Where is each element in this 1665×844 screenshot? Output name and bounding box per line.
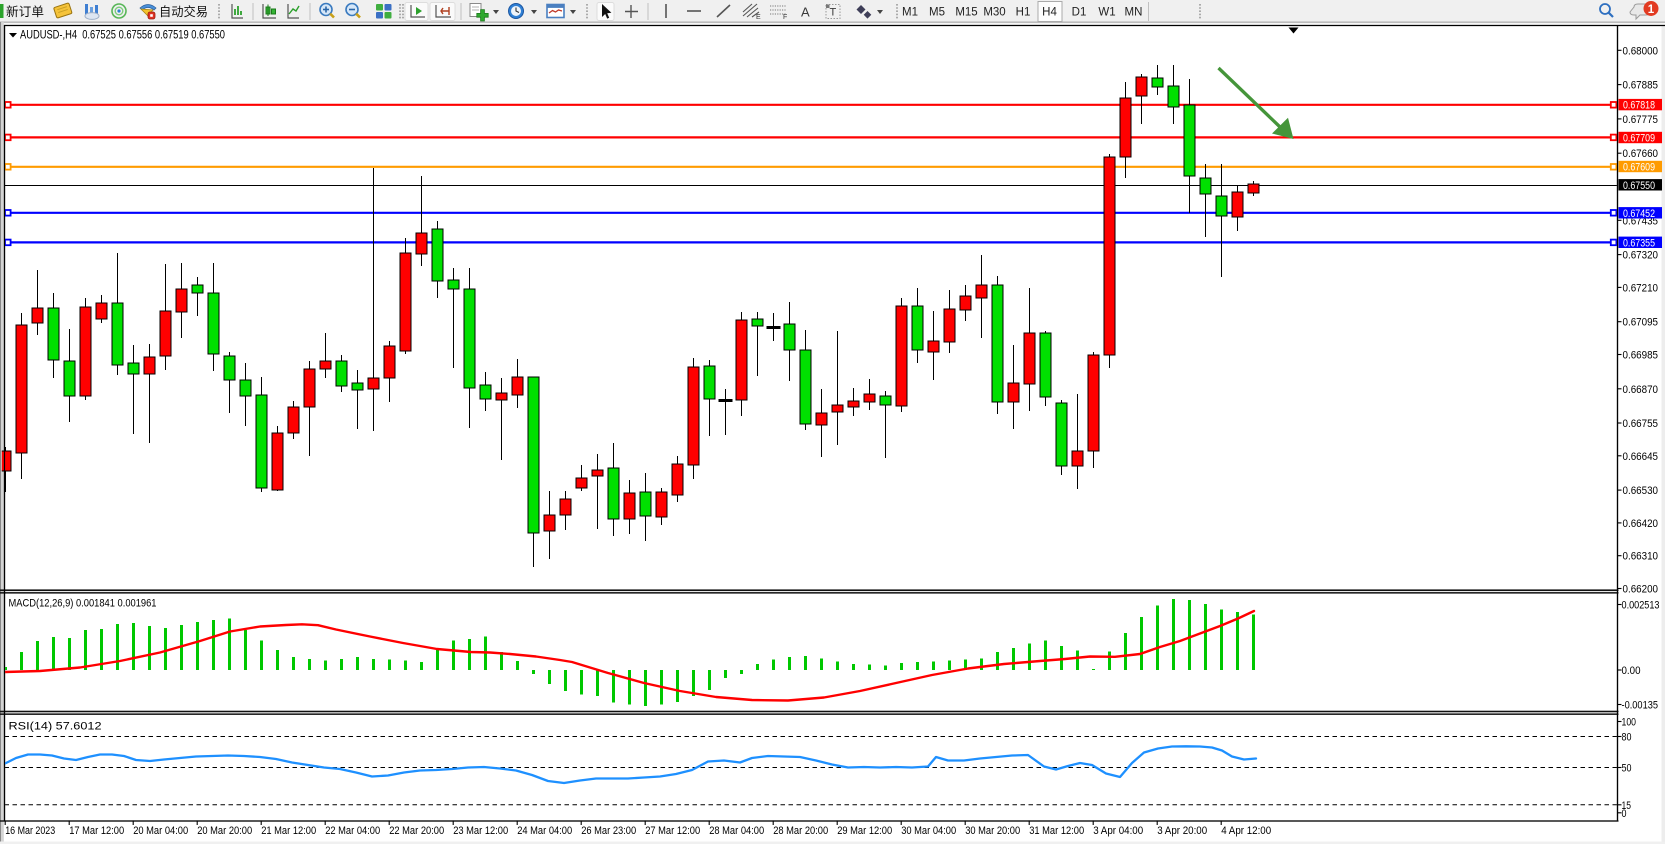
svg-text:0.002513: 0.002513: [1622, 600, 1660, 612]
svg-text:28 Mar 20:00: 28 Mar 20:00: [773, 825, 828, 837]
svg-text:27 Mar 12:00: 27 Mar 12:00: [645, 825, 700, 837]
svg-text:100: 100: [1622, 717, 1637, 729]
svg-text:80: 80: [1622, 732, 1632, 744]
svg-text:0.67609: 0.67609: [1623, 162, 1655, 174]
svg-text:50: 50: [1622, 763, 1632, 775]
svg-text:30 Mar 04:00: 30 Mar 04:00: [901, 825, 956, 837]
svg-text:15: 15: [1622, 800, 1632, 812]
svg-text:16 Mar 2023: 16 Mar 2023: [5, 825, 55, 837]
svg-text:0.66530: 0.66530: [1623, 485, 1659, 497]
svg-text:21 Mar 12:00: 21 Mar 12:00: [261, 825, 316, 837]
svg-text:M15: M15: [955, 7, 977, 19]
svg-text:A: A: [801, 5, 810, 20]
svg-text:17 Mar 12:00: 17 Mar 12:00: [69, 825, 124, 837]
svg-text:4 Apr 12:00: 4 Apr 12:00: [1221, 825, 1271, 837]
svg-text:0.68000: 0.68000: [1623, 45, 1659, 57]
svg-text:0.66420: 0.66420: [1623, 518, 1659, 530]
svg-text:0.67775: 0.67775: [1623, 114, 1659, 126]
svg-text:AUDUSD-,H4 0.67525 0.67556 0.: AUDUSD-,H4 0.67525 0.67556 0.67519 0.675…: [20, 30, 225, 42]
svg-text:H4: H4: [1042, 7, 1057, 19]
svg-text:20 Mar 20:00: 20 Mar 20:00: [197, 825, 252, 837]
svg-text:3 Apr 20:00: 3 Apr 20:00: [1157, 825, 1207, 837]
svg-text:F: F: [783, 14, 787, 21]
svg-text:W1: W1: [1098, 7, 1115, 19]
svg-text:3 Apr 04:00: 3 Apr 04:00: [1093, 825, 1143, 837]
svg-text:31 Mar 12:00: 31 Mar 12:00: [1029, 825, 1084, 837]
svg-text:22 Mar 20:00: 22 Mar 20:00: [389, 825, 444, 837]
svg-text:0.66870: 0.66870: [1623, 384, 1659, 396]
svg-text:T: T: [830, 7, 837, 19]
svg-text:新订单: 新订单: [6, 4, 44, 19]
svg-text:29 Mar 12:00: 29 Mar 12:00: [837, 825, 892, 837]
svg-text:MACD(12,26,9) 0.001841 0.00196: MACD(12,26,9) 0.001841 0.001961: [9, 598, 157, 610]
svg-text:24 Mar 04:00: 24 Mar 04:00: [517, 825, 572, 837]
svg-text:0.66645: 0.66645: [1623, 451, 1659, 463]
svg-text:MN: MN: [1125, 7, 1143, 19]
svg-text:0.67320: 0.67320: [1623, 250, 1659, 262]
svg-text:RSI(14) 57.6012: RSI(14) 57.6012: [9, 721, 102, 733]
svg-text:0.67660: 0.67660: [1623, 148, 1659, 160]
svg-text:0.66755: 0.66755: [1623, 418, 1659, 430]
svg-text:自动交易: 自动交易: [159, 4, 208, 19]
svg-text:0.67095: 0.67095: [1623, 317, 1659, 329]
svg-text:0.67818: 0.67818: [1623, 100, 1655, 112]
svg-text:0.00: 0.00: [1622, 665, 1641, 677]
svg-text:0.67210: 0.67210: [1623, 282, 1659, 294]
svg-text:0.67550: 0.67550: [1623, 180, 1655, 192]
svg-text:-0.00135: -0.00135: [1622, 700, 1659, 712]
svg-text:23 Mar 12:00: 23 Mar 12:00: [453, 825, 508, 837]
svg-text:D1: D1: [1072, 7, 1087, 19]
svg-text:20 Mar 04:00: 20 Mar 04:00: [133, 825, 188, 837]
svg-text:26 Mar 23:00: 26 Mar 23:00: [581, 825, 636, 837]
svg-text:0.66985: 0.66985: [1623, 350, 1659, 362]
svg-text:M30: M30: [983, 7, 1005, 19]
svg-text:0.66310: 0.66310: [1623, 551, 1659, 563]
svg-text:M5: M5: [929, 7, 945, 19]
svg-text:1: 1: [1648, 4, 1655, 16]
svg-text:H1: H1: [1016, 7, 1031, 19]
svg-text:0.67885: 0.67885: [1623, 80, 1659, 92]
svg-text:22 Mar 04:00: 22 Mar 04:00: [325, 825, 380, 837]
svg-text:M1: M1: [902, 7, 918, 19]
svg-text:0: 0: [1622, 808, 1627, 820]
svg-text:E: E: [756, 14, 761, 21]
svg-text:0.67355: 0.67355: [1623, 237, 1655, 249]
svg-text:0.67452: 0.67452: [1623, 208, 1655, 220]
svg-text:28 Mar 04:00: 28 Mar 04:00: [709, 825, 764, 837]
svg-text:30 Mar 20:00: 30 Mar 20:00: [965, 825, 1020, 837]
svg-text:0.67709: 0.67709: [1623, 133, 1655, 145]
svg-text:0.66200: 0.66200: [1623, 584, 1659, 596]
